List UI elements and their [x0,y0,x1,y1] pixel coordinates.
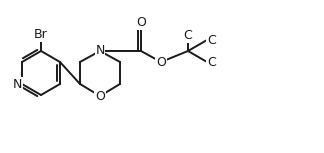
Text: O: O [95,90,105,103]
Text: C: C [184,29,192,42]
Text: O: O [156,56,166,69]
Text: C: C [207,34,216,47]
Text: N: N [13,78,22,91]
Text: C: C [207,56,216,69]
Text: O: O [136,16,146,29]
Text: N: N [95,45,105,58]
Text: Br: Br [34,28,48,41]
